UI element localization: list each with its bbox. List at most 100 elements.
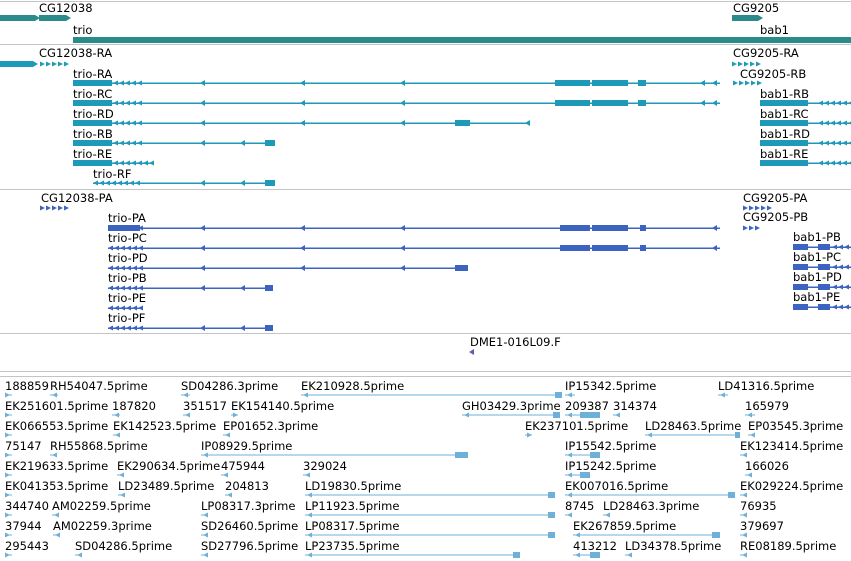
exon-block[interactable] [592, 100, 628, 106]
gene-label-cg12038[interactable]: CG12038 [39, 1, 93, 15]
est-label[interactable]: EK142523.5prime [113, 419, 217, 433]
est-label[interactable]: EP01652.3prime [223, 419, 319, 433]
est-label[interactable]: 76935 [740, 499, 777, 513]
est-line[interactable] [573, 534, 720, 536]
gene-label-trio[interactable]: trio [73, 23, 93, 37]
transcript-label[interactable]: bab1-RB [760, 87, 809, 101]
exon-block[interactable] [73, 120, 112, 126]
protein-label[interactable]: trio-PD [108, 251, 148, 265]
est-label[interactable]: LD28463.3prime [603, 499, 700, 513]
est-line[interactable] [305, 494, 555, 496]
exon-block[interactable] [73, 160, 112, 166]
est-label[interactable]: EK219633.5prime [5, 459, 109, 473]
est-block[interactable] [580, 412, 600, 418]
est-block[interactable] [548, 492, 555, 498]
protein-label[interactable]: CG9205-PA [743, 191, 808, 205]
est-label[interactable]: 344740 [5, 499, 49, 513]
est-block[interactable] [590, 552, 600, 558]
est-line[interactable] [301, 394, 560, 396]
est-label[interactable]: 295443 [5, 539, 49, 553]
exon-block[interactable] [818, 244, 830, 250]
est-label[interactable]: 351517 [183, 399, 227, 413]
est-label[interactable]: 413212 [573, 539, 617, 553]
intron-line[interactable] [808, 162, 851, 165]
intron-line[interactable] [93, 182, 275, 185]
gene-bar[interactable] [732, 15, 758, 21]
est-block[interactable] [735, 432, 740, 438]
est-label[interactable]: SD04286.5prime [75, 539, 173, 553]
est-label[interactable]: 166026 [745, 459, 789, 473]
est-label[interactable]: SD04286.3prime [181, 379, 279, 393]
est-label[interactable]: AM02259.3prime [53, 519, 152, 533]
exon-block[interactable] [455, 265, 468, 271]
est-label[interactable]: EK029224.5prime [740, 479, 844, 493]
exon-block[interactable] [793, 304, 808, 310]
exon-block[interactable] [265, 140, 275, 146]
est-label[interactable]: IP15542.5prime [565, 439, 657, 453]
intron-line[interactable] [808, 142, 851, 145]
exon-block[interactable] [73, 140, 112, 146]
transcript-label[interactable]: bab1-RC [760, 107, 809, 121]
transcript-label[interactable]: trio-RC [73, 87, 113, 101]
est-label[interactable]: GH03429.3prime [462, 399, 561, 413]
exon-block[interactable] [793, 284, 808, 290]
transcript-label[interactable]: trio-RF [93, 167, 132, 181]
intron-line[interactable] [73, 162, 152, 165]
est-label[interactable]: EP03545.3prime [748, 419, 844, 433]
exon-block[interactable] [73, 80, 112, 86]
gene-label-cg9205[interactable]: CG9205 [733, 1, 780, 15]
est-block[interactable] [580, 472, 590, 478]
intron-line[interactable] [108, 327, 273, 330]
protein-label[interactable]: CG12038-PA [41, 191, 113, 205]
est-label[interactable]: RE08189.5prime [740, 539, 837, 553]
transcript-label[interactable]: trio-RD [73, 107, 114, 121]
intron-line[interactable] [108, 227, 720, 230]
intron-line[interactable] [108, 247, 720, 250]
est-label[interactable]: SD26460.5prime [201, 519, 299, 533]
exon-block[interactable] [760, 160, 808, 166]
est-label[interactable]: LP11923.5prime [305, 499, 400, 513]
exon-block[interactable] [555, 80, 590, 86]
est-label[interactable]: LD28463.5prime [645, 419, 742, 433]
est-label[interactable]: EK290634.5prime [117, 459, 221, 473]
exon-block[interactable] [592, 225, 628, 231]
est-block[interactable] [548, 512, 555, 518]
est-label[interactable]: 314374 [613, 399, 657, 413]
exon-block[interactable] [265, 180, 275, 186]
est-label[interactable]: 75147 [5, 439, 42, 453]
est-label[interactable]: EK154140.5prime [231, 399, 335, 413]
exon-block[interactable] [265, 325, 273, 331]
exon-block[interactable] [73, 100, 112, 106]
est-label[interactable]: EK007016.5prime [565, 479, 669, 493]
protein-label[interactable]: CG9205-PB [743, 210, 809, 224]
est-label[interactable]: EK267859.5prime [573, 519, 677, 533]
est-label[interactable]: 209387 [565, 399, 609, 413]
exon-block[interactable] [793, 244, 808, 250]
gene-bar-trio[interactable] [73, 37, 851, 43]
exon-block[interactable] [592, 245, 628, 251]
exon-block[interactable] [818, 284, 830, 290]
protein-label[interactable]: bab1-PB [793, 230, 841, 244]
est-label[interactable]: RH54047.5prime [50, 379, 148, 393]
protein-label[interactable]: trio-PC [108, 231, 147, 245]
probe-label[interactable]: DME1-016L09.F [470, 335, 561, 349]
exon-block[interactable] [640, 245, 646, 251]
gene-label-bab1[interactable]: bab1 [760, 23, 789, 37]
exon-block[interactable] [265, 285, 273, 291]
est-line[interactable] [565, 454, 600, 456]
exon-block[interactable] [560, 225, 590, 231]
est-label[interactable]: SD27796.5prime [201, 539, 299, 553]
exon-block[interactable] [638, 100, 646, 106]
est-line[interactable] [573, 554, 600, 556]
exon-block[interactable] [455, 120, 470, 126]
transcript-label[interactable]: CG9205-RB [740, 67, 807, 81]
est-label[interactable]: EK066553.5prime [5, 419, 109, 433]
gene-bar[interactable] [0, 15, 35, 21]
transcript-label[interactable]: trio-RB [73, 127, 113, 141]
exon-block[interactable] [760, 120, 808, 126]
est-label[interactable]: AM02259.5prime [52, 499, 151, 513]
intron-line[interactable] [808, 122, 851, 125]
est-label[interactable]: LP08317.5prime [305, 519, 400, 533]
est-label[interactable]: IP08929.5prime [201, 439, 293, 453]
exon-block[interactable] [818, 264, 830, 270]
